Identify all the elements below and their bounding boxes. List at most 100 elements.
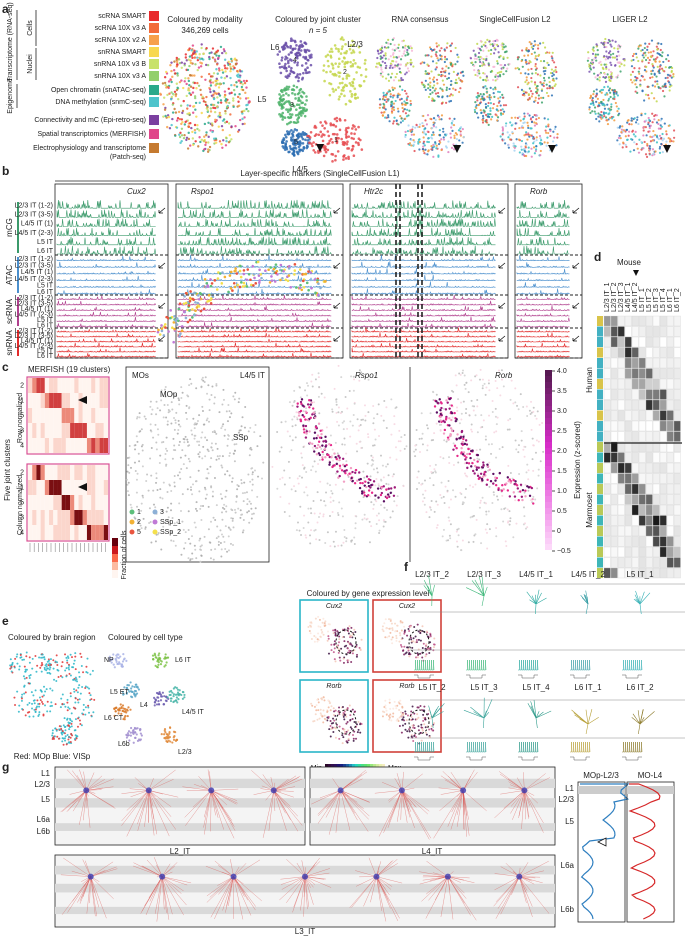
point (301, 476, 304, 479)
point (230, 59, 234, 63)
legend-swatch (149, 11, 159, 21)
point (615, 105, 618, 108)
point (157, 328, 160, 332)
signal-track (177, 254, 332, 262)
point (500, 63, 503, 67)
point (221, 403, 224, 406)
heatmap-cell (57, 393, 62, 408)
point (349, 44, 353, 47)
point (126, 470, 129, 473)
signal-track (177, 342, 332, 348)
point (301, 106, 304, 110)
point (478, 378, 481, 381)
point (343, 420, 346, 423)
point (353, 481, 357, 485)
point (200, 504, 203, 507)
point (500, 70, 503, 74)
point (189, 74, 193, 77)
point (130, 506, 133, 509)
point (434, 53, 437, 56)
point (588, 106, 591, 109)
point (639, 84, 642, 87)
point (541, 422, 544, 425)
point (338, 458, 341, 462)
point (169, 316, 172, 320)
point (440, 138, 443, 141)
point (167, 115, 171, 119)
point (302, 285, 306, 289)
point (183, 134, 186, 137)
point (215, 68, 218, 71)
point (198, 101, 201, 105)
point (312, 407, 315, 410)
point (442, 83, 446, 86)
point (530, 46, 533, 49)
point (472, 49, 475, 52)
point (335, 116, 339, 120)
point (661, 89, 665, 93)
point (530, 76, 533, 80)
point (155, 472, 158, 475)
point (187, 510, 190, 513)
row-label: 4 (20, 442, 24, 449)
point (641, 48, 644, 52)
point (537, 440, 540, 443)
point (487, 101, 490, 105)
point (429, 81, 432, 84)
point (409, 61, 412, 64)
point (665, 58, 668, 61)
point (336, 511, 339, 514)
point (515, 138, 518, 141)
point (190, 429, 193, 432)
row-label: L4/5 IT (1) (21, 306, 53, 313)
row-label: 5 (20, 412, 24, 419)
point (414, 126, 417, 129)
point (480, 414, 483, 417)
point (188, 64, 191, 68)
point (215, 537, 218, 540)
point (614, 101, 617, 105)
point (289, 44, 292, 48)
point (459, 87, 462, 90)
heatmap-cell (40, 495, 45, 510)
signal-track (56, 353, 156, 358)
heatmap-cell (44, 480, 50, 495)
point (245, 79, 248, 83)
scatter (375, 37, 415, 82)
point (475, 449, 478, 452)
point (218, 82, 222, 85)
point (523, 134, 526, 137)
point (531, 47, 535, 50)
point (606, 119, 609, 122)
point (192, 86, 195, 90)
point (498, 56, 501, 59)
heatmap-cell (74, 495, 79, 510)
point (600, 63, 603, 66)
point (384, 93, 387, 97)
signal-track (351, 327, 496, 334)
point (295, 85, 299, 89)
point (605, 67, 608, 70)
point (284, 145, 288, 149)
point (366, 462, 369, 465)
point (440, 148, 443, 152)
point (432, 76, 436, 79)
point (204, 376, 207, 379)
point (328, 443, 331, 446)
point (240, 425, 243, 428)
point (233, 66, 236, 70)
point (342, 85, 346, 89)
point (653, 97, 656, 100)
legend-label: (Patch-seq) (110, 154, 146, 161)
point (432, 133, 435, 136)
point (161, 497, 164, 500)
point (665, 130, 668, 133)
point (343, 118, 347, 122)
signal-track (516, 303, 570, 306)
point (658, 65, 662, 68)
point (650, 92, 653, 95)
point (527, 469, 530, 472)
point (182, 310, 186, 314)
point (293, 485, 296, 488)
point (209, 129, 212, 132)
